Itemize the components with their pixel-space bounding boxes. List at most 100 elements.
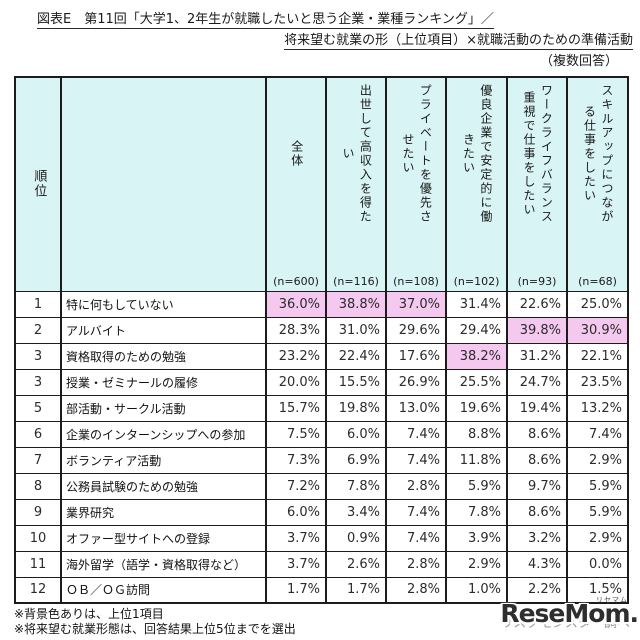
value-cell: 5.9% — [566, 498, 629, 526]
value-cell: 17.6% — [385, 342, 447, 370]
table-row: 6 企業のインターンシップへの参加 7.5% 6.0% 7.4% 8.8% 8.6% 7.… — [14, 420, 629, 448]
column-sample-size: (n=68) — [578, 274, 617, 288]
value-cell: 7.5% — [265, 420, 327, 448]
item-label-cell: ボランティア活動 — [60, 446, 267, 474]
column-header-text-wrap: プライベートを優先させたい — [387, 84, 445, 224]
value-cell: 1.5% — [566, 576, 629, 604]
value-cell: 7.4% — [385, 446, 447, 474]
footnote-1: ※背景色ありは、上位1項目 — [14, 607, 164, 621]
column-sample-size: (n=108) — [393, 274, 439, 288]
value-cell: 25.0% — [566, 290, 629, 318]
table-row: 9 業界研究 6.0% 3.4% 7.4% 7.8% 8.6% 5.9% — [14, 498, 629, 526]
value-cell: 6.0% — [265, 498, 327, 526]
column-header: 全体 (n=600) — [265, 76, 327, 292]
value-cell: 13.0% — [385, 394, 447, 422]
column-sample-size: (n=116) — [333, 274, 379, 288]
item-label-cell: 資格取得のための勉強 — [60, 342, 267, 370]
value-cell: 2.8% — [385, 576, 447, 604]
resemom-logo-furigana: リセマム — [596, 596, 628, 604]
value-cell: 7.8% — [325, 472, 387, 500]
rank-cell: 9 — [14, 498, 62, 526]
value-cell: 24.7% — [506, 368, 568, 396]
value-cell: 6.0% — [325, 420, 387, 448]
title-line-1-text: 図表E 第11回「大学1、2年生が就職したいと思う企業・業種ランキング」／ — [37, 12, 494, 29]
value-cell: 37.0% — [385, 290, 447, 318]
table-row: 5 部活動・サークル活動 15.7% 19.8% 13.0% 19.6% 19.4% 13… — [14, 394, 629, 422]
item-label-cell: 部活動・サークル活動 — [60, 394, 267, 422]
value-cell: 2.9% — [566, 446, 629, 474]
value-cell: 23.5% — [566, 368, 629, 396]
rank-cell: 7 — [14, 446, 62, 474]
value-cell: 25.5% — [445, 368, 508, 396]
footnote-2: ※将来望む就業形態は、回答結果上位5位までを選出 — [14, 622, 296, 636]
value-cell: 2.9% — [445, 550, 508, 578]
source-credit: リスクモンスター調べ — [500, 616, 630, 631]
value-cell: 31.2% — [506, 342, 568, 370]
value-cell: 20.0% — [265, 368, 327, 396]
column-header: ワークライフバランス重視で仕事をしたい (n=93) — [506, 76, 568, 292]
rank-column-header: 順位 — [14, 76, 62, 292]
rank-cell: 5 — [14, 394, 62, 422]
table-row: 3 授業・ゼミナールの履修 20.0% 15.5% 26.9% 25.5% 24.7% 2… — [14, 368, 629, 396]
value-cell: 5.9% — [445, 472, 508, 500]
value-cell: 30.9% — [566, 316, 629, 344]
item-label-cell: 海外留学（語学・資格取得など） — [60, 550, 267, 578]
rank-header-label: 順位 — [31, 169, 47, 200]
table-row: 12 ＯＢ／ＯＧ訪問 1.7% 1.7% 2.8% 1.0% 2.2% 1.5% — [14, 576, 629, 604]
value-cell: 1.7% — [265, 576, 327, 604]
value-cell: 22.6% — [506, 290, 568, 318]
value-cell: 36.0% — [265, 290, 327, 318]
table-row: 3 資格取得のための勉強 23.2% 22.4% 17.6% 38.2% 31.2% 22… — [14, 342, 629, 370]
item-label-cell: 企業のインターンシップへの参加 — [60, 420, 267, 448]
column-sample-size: (n=93) — [517, 274, 557, 288]
title-line-2: 将来望む就業の形（上位項目）×就職活動のための準備活動 — [0, 30, 640, 51]
value-cell: 1.0% — [445, 576, 508, 604]
rank-cell: 8 — [14, 472, 62, 500]
item-label-cell: 特に何もしていない — [60, 290, 267, 318]
value-cell: 38.8% — [325, 290, 387, 318]
column-header: 優良企業で安定的に働きたい (n=102) — [445, 76, 508, 292]
value-cell: 7.2% — [265, 472, 327, 500]
item-column-header — [60, 76, 267, 292]
column-header-label: ワークライフバランス重視で仕事をしたい — [522, 84, 554, 224]
rank-cell: 6 — [14, 420, 62, 448]
value-cell: 6.9% — [325, 446, 387, 474]
title-line-2-text: 将来望む就業の形（上位項目）×就職活動のための準備活動 — [284, 33, 633, 50]
column-header-text-wrap: 出世して高収入を得たい — [327, 84, 385, 224]
column-header-text-wrap: ワークライフバランス重視で仕事をしたい — [508, 84, 566, 224]
column-header: 出世して高収入を得たい (n=116) — [325, 76, 387, 292]
footnotes: ※背景色ありは、上位1項目 ※将来望む就業形態は、回答結果上位5位までを選出 — [14, 607, 640, 637]
value-cell: 38.2% — [445, 342, 508, 370]
value-cell: 2.9% — [566, 524, 629, 552]
value-cell: 8.8% — [445, 420, 508, 448]
item-label-cell: 公務員試験のための勉強 — [60, 472, 267, 500]
value-cell: 2.6% — [325, 550, 387, 578]
column-header-label: 全体 — [289, 140, 304, 168]
item-label-cell: 業界研究 — [60, 498, 267, 526]
item-label-cell: 授業・ゼミナールの履修 — [60, 368, 267, 396]
value-cell: 22.1% — [566, 342, 629, 370]
title-line-1: 図表E 第11回「大学1、2年生が就職したいと思う企業・業種ランキング」／ — [37, 9, 640, 30]
rank-cell: 2 — [14, 316, 62, 344]
table-row: 1 特に何もしていない 36.0% 38.8% 37.0% 31.4% 22.6% 25.… — [14, 290, 629, 318]
rank-cell: 1 — [14, 290, 62, 318]
item-label-cell: アルバイト — [60, 316, 267, 344]
value-cell: 7.8% — [445, 498, 508, 526]
value-cell: 4.3% — [506, 550, 568, 578]
value-cell: 28.3% — [265, 316, 327, 344]
rank-cell: 3 — [14, 368, 62, 396]
value-cell: 8.6% — [506, 446, 568, 474]
column-header-text-wrap: スキルアップにつながる仕事をしたい — [568, 84, 627, 224]
title-block: 図表E 第11回「大学1、2年生が就職したいと思う企業・業種ランキング」／ 将来… — [0, 0, 640, 72]
column-header: スキルアップにつながる仕事をしたい (n=68) — [566, 76, 629, 292]
title-line-3: （複数回答） — [539, 54, 618, 69]
value-cell: 15.5% — [325, 368, 387, 396]
value-cell: 11.8% — [445, 446, 508, 474]
column-header-label: 優良企業で安定的に働きたい — [461, 84, 493, 224]
value-cell: 2.8% — [385, 472, 447, 500]
value-cell: 7.4% — [385, 524, 447, 552]
value-cell: 7.4% — [385, 498, 447, 526]
value-cell: 0.0% — [566, 550, 629, 578]
value-cell: 1.7% — [325, 576, 387, 604]
